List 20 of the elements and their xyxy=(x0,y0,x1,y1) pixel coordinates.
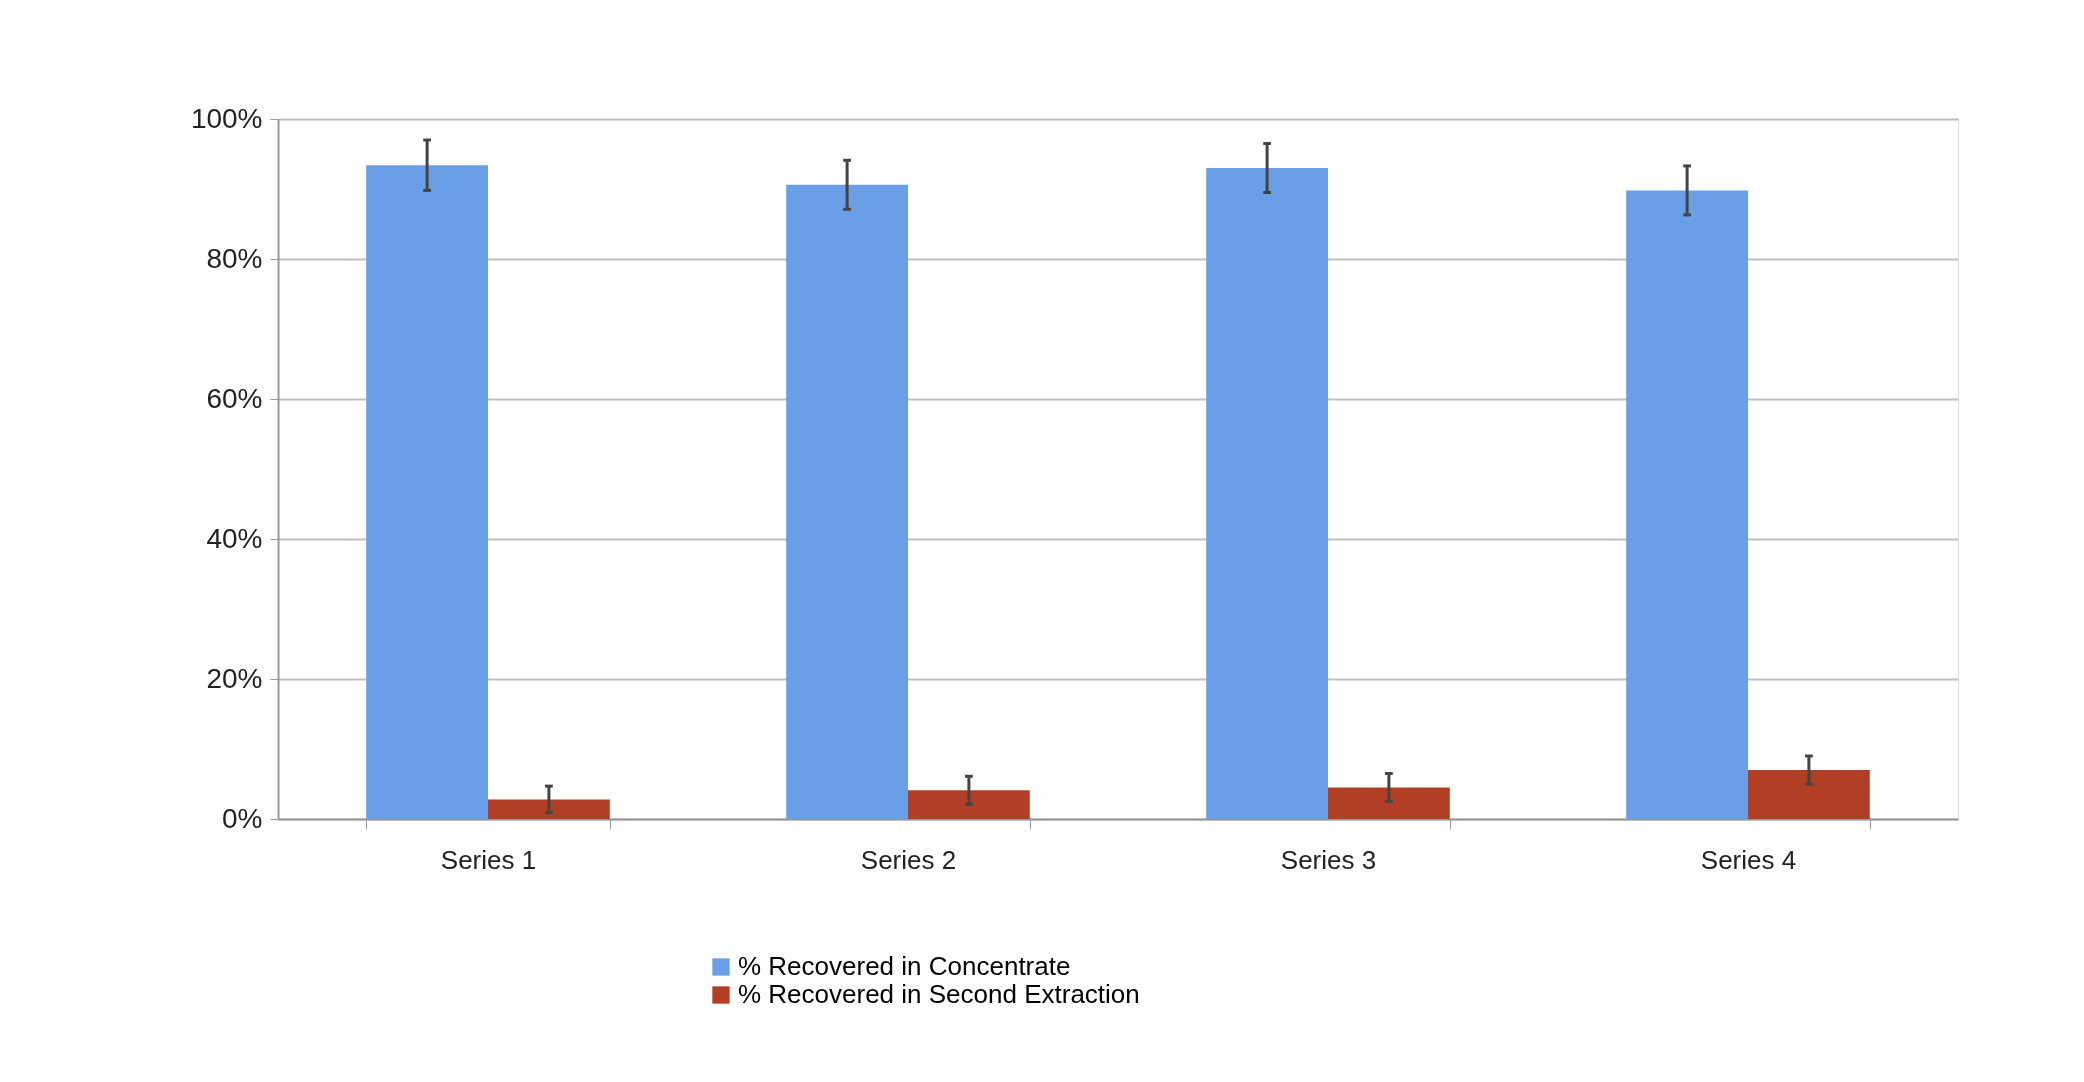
bar xyxy=(1748,770,1870,819)
x-tick-label: Series 1 xyxy=(440,844,537,875)
bar xyxy=(488,799,610,819)
bar xyxy=(1626,190,1748,819)
bar xyxy=(786,184,908,819)
y-tick-label: 40% xyxy=(206,522,263,554)
y-tick-label: 20% xyxy=(206,662,263,694)
x-tick-label: Series 4 xyxy=(1700,844,1797,875)
bar xyxy=(1328,787,1450,819)
legend-label: % Recovered in Concentrate xyxy=(738,951,1071,981)
y-tick-label: 80% xyxy=(206,242,263,274)
x-tick-label: Series 2 xyxy=(860,844,957,875)
legend-label: % Recovered in Second Extraction xyxy=(738,979,1140,1009)
bar xyxy=(366,165,488,819)
y-tick-label: 60% xyxy=(206,382,263,414)
bar xyxy=(1206,168,1328,819)
bar xyxy=(908,790,1030,819)
x-tick-label: Series 3 xyxy=(1280,844,1377,875)
y-tick-label: 0% xyxy=(222,802,263,834)
y-tick-label: 100% xyxy=(190,102,263,134)
